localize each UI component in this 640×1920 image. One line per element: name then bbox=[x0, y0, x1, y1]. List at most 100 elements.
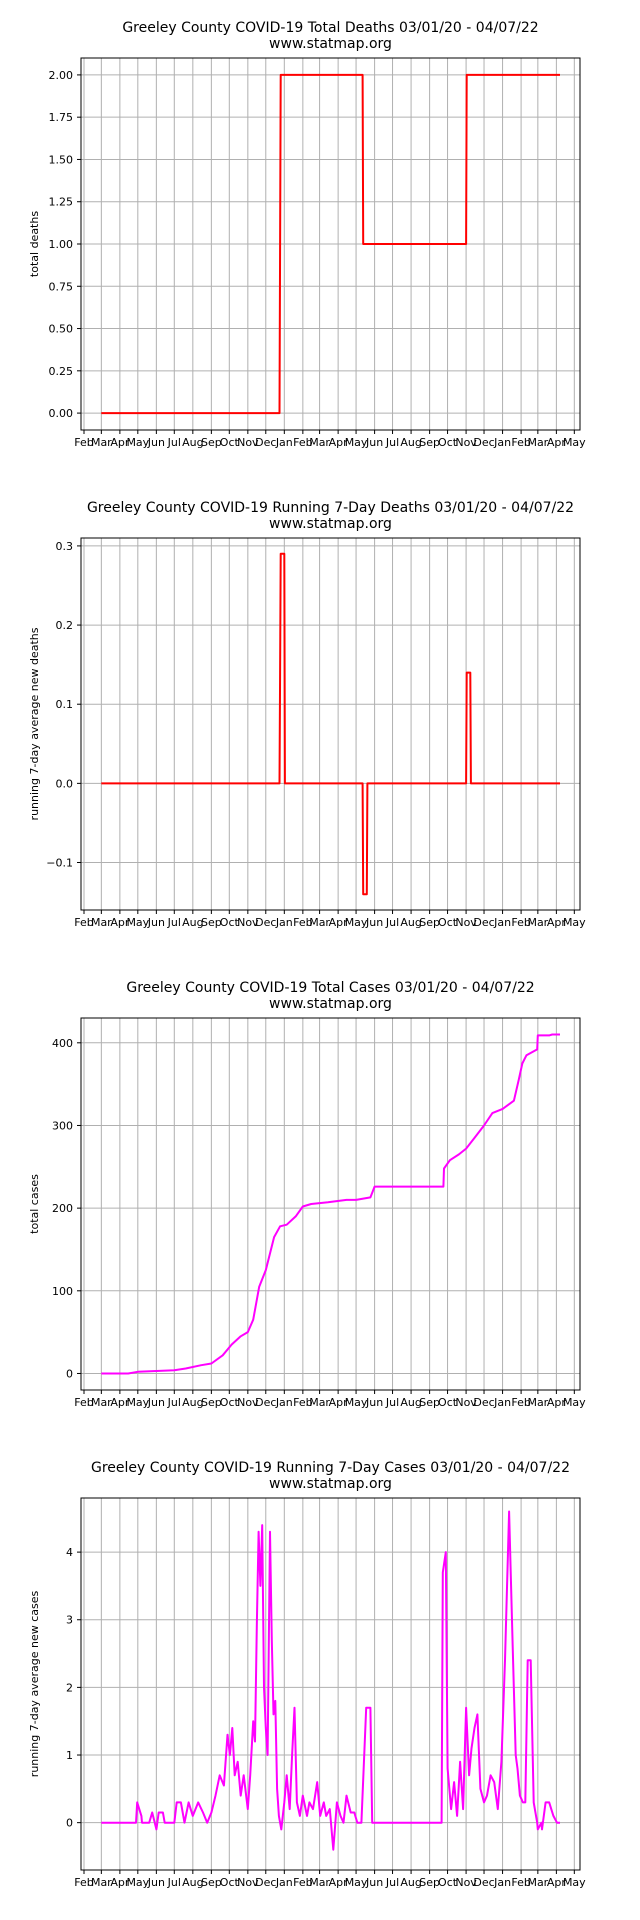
x-tick-label: Jun bbox=[365, 916, 383, 929]
x-tick-label: Feb bbox=[74, 436, 93, 449]
x-tick-label: Apr bbox=[547, 1876, 567, 1889]
x-tick-label: Dec bbox=[473, 1396, 494, 1409]
x-tick-label: Mar bbox=[91, 916, 112, 929]
series-line bbox=[101, 73, 560, 415]
x-tick-label: Aug bbox=[182, 916, 203, 929]
plot-frame bbox=[80, 1497, 581, 1871]
plot-frame bbox=[80, 57, 581, 431]
chart-title: Greeley County COVID-19 Running 7-Day Ca… bbox=[91, 1460, 570, 1476]
x-tick-label: Nov bbox=[237, 916, 259, 929]
x-tick-label: Jun bbox=[365, 1876, 383, 1889]
series-line bbox=[101, 1510, 560, 1851]
x-tick-label: Mar bbox=[527, 436, 548, 449]
x-tick-label: May bbox=[563, 916, 586, 929]
y-tick-label: 3 bbox=[66, 1614, 73, 1627]
y-tick-label: 0.00 bbox=[49, 407, 74, 420]
x-tick-label: Jul bbox=[167, 916, 181, 929]
x-tick-label: Apr bbox=[110, 1876, 130, 1889]
y-tick-label: 4 bbox=[66, 1546, 73, 1559]
x-tick-label: Jan bbox=[275, 436, 293, 449]
y-tick-label: 0.1 bbox=[56, 698, 74, 711]
x-tick-label: May bbox=[345, 436, 368, 449]
chart-subtitle: www.statmap.org bbox=[269, 996, 392, 1012]
x-tick-label: Sep bbox=[201, 1876, 222, 1889]
x-tick-label: Jan bbox=[493, 916, 511, 929]
chart-panel-1: Greeley County COVID-19 Total Deaths 03/… bbox=[28, 20, 586, 449]
x-tick-label: Oct bbox=[220, 916, 240, 929]
x-tick-label: Feb bbox=[511, 436, 530, 449]
x-tick-label: Jan bbox=[275, 1396, 293, 1409]
series-line bbox=[101, 552, 560, 896]
x-tick-label: Feb bbox=[74, 1876, 93, 1889]
y-tick-label: 0.75 bbox=[49, 280, 74, 293]
series-line bbox=[101, 1033, 560, 1375]
x-tick-label: Sep bbox=[419, 436, 440, 449]
x-tick-label: Jul bbox=[385, 1876, 399, 1889]
x-tick-label: Sep bbox=[201, 436, 222, 449]
x-tick-label: Nov bbox=[455, 1876, 477, 1889]
x-tick-label: Jul bbox=[385, 916, 399, 929]
x-tick-label: May bbox=[126, 436, 149, 449]
x-tick-label: May bbox=[345, 1876, 368, 1889]
y-tick-label: 1 bbox=[66, 1749, 73, 1762]
plot-frame bbox=[80, 537, 581, 911]
x-tick-label: May bbox=[126, 916, 149, 929]
x-tick-label: Apr bbox=[329, 436, 349, 449]
x-tick-label: Oct bbox=[220, 436, 240, 449]
y-axis-label: total cases bbox=[28, 1174, 41, 1234]
y-tick-label: 0 bbox=[66, 1817, 73, 1830]
x-tick-label: May bbox=[563, 1396, 586, 1409]
y-tick-label: 0.50 bbox=[49, 323, 74, 336]
x-tick-label: Mar bbox=[527, 1396, 548, 1409]
chart-panel-2: Greeley County COVID-19 Running 7-Day De… bbox=[28, 500, 586, 929]
x-tick-label: Feb bbox=[511, 1396, 530, 1409]
x-tick-label: Jul bbox=[167, 436, 181, 449]
chart-panel-3: Greeley County COVID-19 Total Cases 03/0… bbox=[28, 980, 586, 1409]
x-tick-label: Oct bbox=[438, 1396, 458, 1409]
x-tick-label: Sep bbox=[419, 916, 440, 929]
chart-title: Greeley County COVID-19 Total Deaths 03/… bbox=[122, 20, 538, 36]
x-tick-label: Apr bbox=[110, 436, 130, 449]
y-tick-label: 1.00 bbox=[49, 238, 74, 251]
x-tick-label: Dec bbox=[255, 916, 276, 929]
x-tick-label: Apr bbox=[329, 1396, 349, 1409]
x-tick-label: Oct bbox=[438, 916, 458, 929]
y-tick-label: 300 bbox=[52, 1119, 73, 1132]
x-tick-label: Apr bbox=[547, 1396, 567, 1409]
x-tick-label: Dec bbox=[473, 1876, 494, 1889]
y-tick-label: 0 bbox=[66, 1367, 73, 1380]
y-tick-label: 2.00 bbox=[49, 69, 74, 82]
chart-subtitle: www.statmap.org bbox=[269, 516, 392, 532]
x-tick-label: Oct bbox=[220, 1876, 240, 1889]
x-tick-label: Jun bbox=[365, 1396, 383, 1409]
x-tick-label: Aug bbox=[182, 1876, 203, 1889]
x-tick-label: May bbox=[563, 436, 586, 449]
x-tick-label: Dec bbox=[255, 436, 276, 449]
x-tick-label: May bbox=[126, 1396, 149, 1409]
x-tick-label: Dec bbox=[473, 916, 494, 929]
x-tick-label: Jun bbox=[147, 436, 165, 449]
x-tick-label: Nov bbox=[455, 1396, 477, 1409]
y-tick-label: 2 bbox=[66, 1681, 73, 1694]
x-tick-label: Apr bbox=[329, 1876, 349, 1889]
chart-title: Greeley County COVID-19 Total Cases 03/0… bbox=[126, 980, 534, 996]
y-tick-label: 0.3 bbox=[56, 540, 74, 553]
y-tick-label: 200 bbox=[52, 1202, 73, 1215]
x-tick-label: Mar bbox=[309, 1396, 330, 1409]
x-tick-label: Sep bbox=[201, 1396, 222, 1409]
x-tick-label: Apr bbox=[110, 916, 130, 929]
x-tick-label: Sep bbox=[419, 1396, 440, 1409]
y-tick-label: −0.1 bbox=[46, 857, 73, 870]
x-tick-label: Mar bbox=[91, 1876, 112, 1889]
x-tick-label: Jul bbox=[167, 1396, 181, 1409]
x-tick-label: Jan bbox=[275, 1876, 293, 1889]
x-tick-label: Feb bbox=[293, 916, 312, 929]
x-tick-label: Feb bbox=[74, 916, 93, 929]
x-tick-label: Nov bbox=[237, 1876, 259, 1889]
plot-frame bbox=[80, 1017, 581, 1391]
x-tick-label: Apr bbox=[547, 916, 567, 929]
x-tick-label: Mar bbox=[91, 436, 112, 449]
x-tick-label: Dec bbox=[255, 1396, 276, 1409]
x-tick-label: Nov bbox=[455, 436, 477, 449]
y-axis-label: running 7-day average new cases bbox=[28, 1591, 41, 1778]
